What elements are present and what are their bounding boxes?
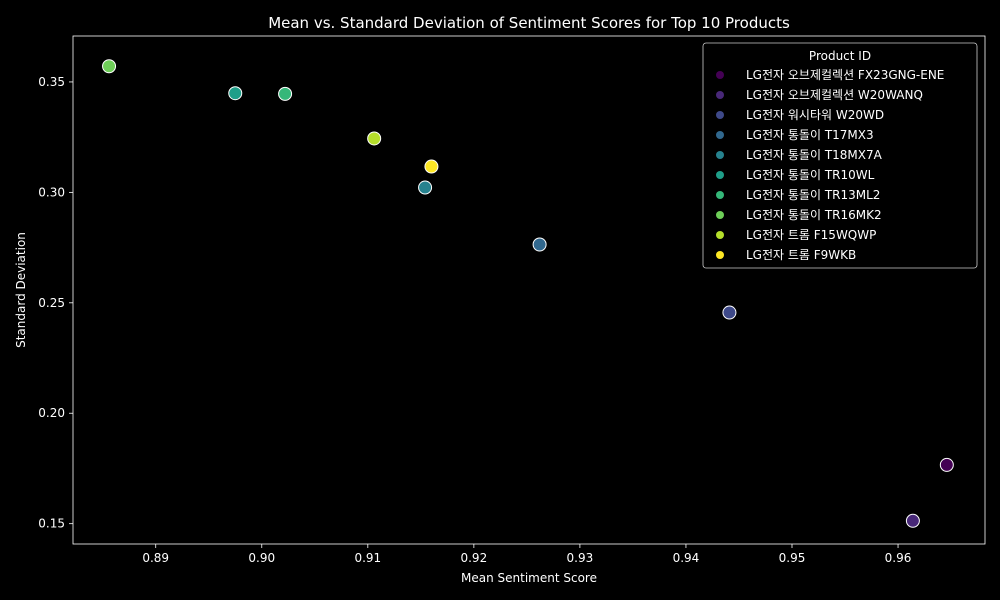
x-tick-label: 0.94: [673, 551, 700, 565]
data-point: [278, 86, 293, 101]
y-axis-title: Standard Deviation: [14, 232, 28, 348]
legend-label: LG전자 통돌이 T17MX3: [746, 128, 874, 142]
y-axis: 0.15 0.20 0.25 0.30 0.35: [38, 75, 73, 531]
chart-title: Mean vs. Standard Deviation of Sentiment…: [268, 14, 790, 32]
legend-marker: [716, 211, 724, 219]
x-tick-label: 0.93: [567, 551, 594, 565]
legend-label: LG전자 오브제컬렉션 FX23GNG-ENE: [746, 68, 944, 82]
legend-marker: [716, 111, 724, 119]
legend-marker: [716, 71, 724, 79]
data-point: [367, 131, 382, 146]
legend-frame: [702, 42, 978, 269]
legend-label: LG전자 통돌이 TR13ML2: [746, 188, 880, 202]
data-points: [102, 59, 954, 528]
x-tick-label: 0.90: [248, 551, 275, 565]
legend-label: LG전자 워시타워 W20WD: [746, 108, 884, 122]
y-tick-label: 0.25: [38, 296, 65, 310]
x-tick-label: 0.89: [142, 551, 169, 565]
x-tick-label: 0.91: [354, 551, 381, 565]
y-tick-label: 0.15: [38, 517, 65, 531]
x-tick-label: 0.92: [460, 551, 487, 565]
legend-marker: [716, 191, 724, 199]
legend-label: LG전자 통돌이 TR10WL: [746, 168, 875, 182]
data-point: [424, 159, 439, 174]
data-point: [905, 513, 920, 528]
x-tick-label: 0.96: [885, 551, 912, 565]
data-point: [228, 86, 243, 101]
data-point: [532, 237, 547, 252]
y-tick-label: 0.35: [38, 75, 65, 89]
legend-items: LG전자 오브제컬렉션 FX23GNG-ENE LG전자 오브제컬렉션 W20WA…: [716, 68, 944, 262]
legend-label: LG전자 트롬 F9WKB: [746, 248, 856, 262]
legend-label: LG전자 통돌이 T18MX7A: [746, 148, 883, 162]
legend-marker: [716, 151, 724, 159]
legend-title: Product ID: [809, 49, 871, 63]
legend-marker: [716, 171, 724, 179]
x-axis: 0.89 0.90 0.91 0.92 0.93 0.94 0.95 0.96: [142, 544, 911, 565]
data-point: [722, 305, 737, 320]
y-tick-label: 0.30: [38, 185, 65, 199]
data-point: [418, 180, 433, 195]
legend-marker: [716, 231, 724, 239]
legend-marker: [716, 91, 724, 99]
legend-marker: [716, 251, 724, 259]
plot-area-frame: [72, 35, 986, 545]
legend-label: LG전자 트롬 F15WQWP: [746, 228, 876, 242]
data-point: [939, 457, 954, 472]
y-tick-label: 0.20: [38, 406, 65, 420]
data-point: [102, 59, 117, 74]
legend-marker: [716, 131, 724, 139]
legend-label: LG전자 통돌이 TR16MK2: [746, 208, 882, 222]
x-axis-title: Mean Sentiment Score: [461, 571, 597, 585]
x-tick-label: 0.95: [779, 551, 806, 565]
legend-label: LG전자 오브제컬렉션 W20WANQ: [746, 88, 923, 102]
